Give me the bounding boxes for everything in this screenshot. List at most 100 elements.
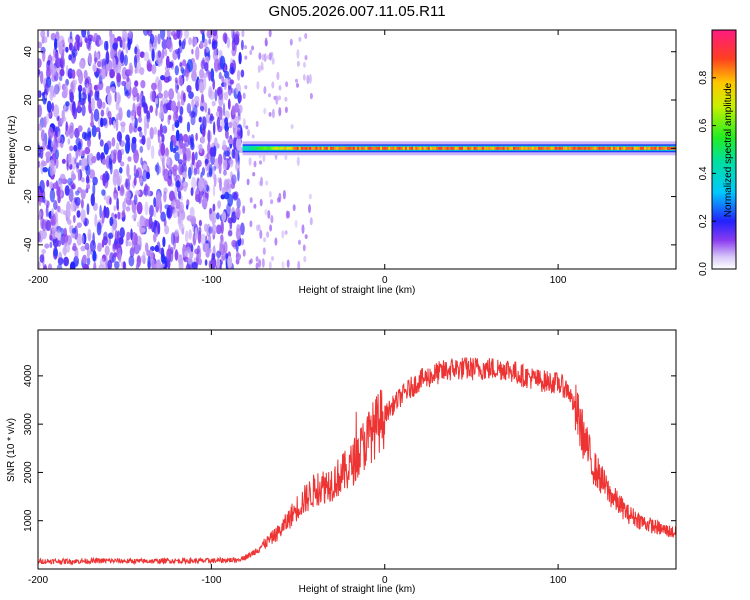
carrier-cell [300,146,303,150]
heatmap-cell [308,193,312,200]
heatmap-cell [72,101,76,114]
heatmap-cell [130,228,133,241]
heatmap-cell [132,86,138,98]
heatmap-cell [117,211,121,220]
carrier-cell [415,146,418,150]
heatmap-cell [174,151,180,162]
heatmap-cell [242,249,246,257]
heatmap-cell [298,239,301,245]
heatmap-cell [217,153,223,167]
heatmap-cell [146,137,151,151]
heatmap-cell [191,98,195,109]
heatmap-cell [231,211,237,224]
heatmap-cell [42,196,46,204]
heatmap-cell [209,207,213,215]
carrier-cell [623,146,626,150]
heatmap-cell [211,100,216,107]
carrier-cell [592,146,595,150]
heatmap-cell [126,75,130,83]
heatmap-cell [203,72,209,78]
heatmap-cell [227,85,233,96]
heatmap-cell [229,79,234,85]
carrier-cell [284,146,287,150]
carrier-cell [342,146,345,150]
heatmap-cell [101,239,105,248]
heatmap-cell [81,157,86,167]
heatmap-cell [198,177,204,192]
heatmap-cell [260,176,263,187]
heatmap-cell [284,154,288,160]
heatmap-cell [53,200,58,210]
carrier-cell [465,146,468,150]
carrier-cell [357,146,360,150]
carrier-cell [390,146,393,150]
carrier-cell [494,146,497,150]
heatmap-cell [170,195,177,203]
carrier-cell [400,146,403,150]
heatmap-cell [133,149,140,164]
colorbar-ticks: 0.0 0.2 0.4 0.6 0.8 [698,70,716,276]
carrier-cell [404,146,408,150]
carrier-cell [450,146,453,150]
heatmap-cell [296,82,299,88]
heatmap-cell [302,244,306,252]
heatmap-cell [102,117,108,126]
carrier-cell [409,146,412,150]
heatmap-cell [63,256,69,267]
heatmap-cell [234,102,240,113]
heatmap-cell [38,197,42,207]
heatmap-cell [308,204,311,214]
heatmap-cell [240,222,245,236]
heatmap-cell [77,38,80,52]
heatmap-cell [184,250,189,257]
heatmap-cell [41,229,47,240]
carrier-cell [629,146,632,150]
carrier-cell [581,146,584,150]
carrier-cell [650,146,653,150]
heatmap-cell [151,48,155,62]
heatmap-cell [231,148,236,159]
heatmap-cell [303,61,306,68]
heatmap-cell [255,224,259,232]
heatmap-cell [49,234,53,241]
heatmap-cell [276,71,280,81]
carrier-cell [305,146,308,150]
x-tick-label: -200 [28,275,48,286]
heatmap-cell [278,95,281,101]
carrier-cell [290,146,293,150]
x-tick-label: -100 [201,275,221,286]
heatmap-cell [67,138,71,145]
heatmap-cell [47,139,51,150]
x-tick-label: 0 [382,575,388,586]
heatmap-cell [270,199,274,205]
heatmap-cell [153,210,157,218]
carrier-cell [531,146,534,150]
heatmap-cell [261,53,265,61]
heatmap-cell [149,105,154,113]
carrier-cell [621,146,624,150]
heatmap-cell [38,41,43,49]
heatmap-cell [216,212,220,220]
heatmap-cell [46,113,49,125]
heatmap-cell [71,48,78,58]
heatmap-cell [139,131,143,138]
heatmap-cell [43,116,47,128]
heatmap-cell [113,205,117,212]
heatmap-cell [182,152,187,167]
heatmap-cell [143,51,150,62]
carrier-cell [292,146,295,150]
heatmap-cell [54,51,59,60]
heatmap-cell [207,129,211,144]
carrier-cell [627,146,630,150]
heatmap-cell [56,186,61,198]
heatmap-cell [112,42,118,50]
heatmap-cell [161,156,165,168]
heatmap-cell [42,167,48,173]
heatmap-cell [177,190,182,200]
heatmap-cell [115,91,121,105]
heatmap-cell [103,40,108,51]
heatmap-cell [242,92,246,100]
heatmap-cell [182,134,189,143]
heatmap-cell [86,83,89,95]
heatmap-cell [78,88,82,103]
